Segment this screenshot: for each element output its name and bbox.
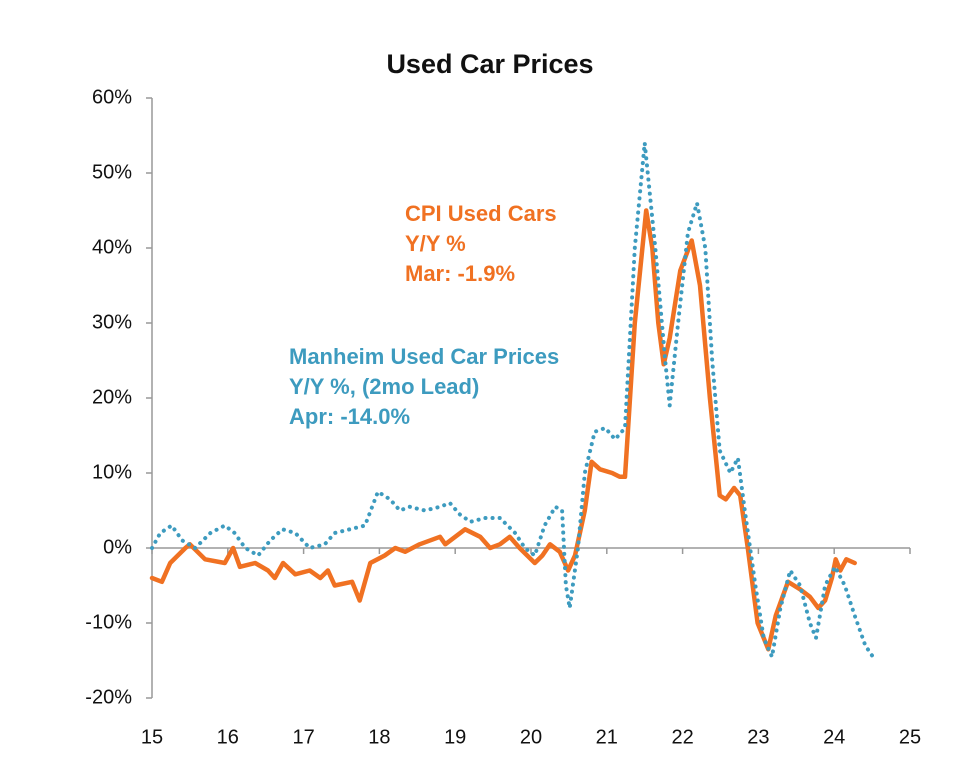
y-tick-label: 10%: [92, 461, 132, 483]
y-tick-label: -10%: [85, 611, 132, 633]
x-tick-label: 17: [292, 726, 314, 748]
y-tick-label: 0%: [103, 536, 132, 558]
annotation: Y/Y %: [405, 231, 466, 256]
x-tick-label: 23: [747, 726, 769, 748]
x-tick-label: 21: [596, 726, 618, 748]
annotation: CPI Used Cars: [405, 201, 557, 226]
y-tick-label: 30%: [92, 311, 132, 333]
x-tick-label: 20: [520, 726, 542, 748]
x-tick-label: 24: [823, 726, 845, 748]
annotation: Apr: -14.0%: [289, 404, 410, 429]
x-tick-label: 16: [217, 726, 239, 748]
x-tick-label: 22: [671, 726, 693, 748]
y-tick-label: 20%: [92, 386, 132, 408]
x-tick-label: 15: [141, 726, 163, 748]
annotation: Mar: -1.9%: [405, 261, 515, 286]
y-tick-label: 40%: [92, 236, 132, 258]
x-tick-label: 18: [368, 726, 390, 748]
series-line: [149, 208, 857, 652]
y-tick-label: 60%: [92, 86, 132, 108]
chart-title: Used Car Prices: [386, 49, 593, 79]
y-tick-label: -20%: [85, 686, 132, 708]
x-tick-label: 19: [444, 726, 466, 748]
annotation: Manheim Used Car Prices: [289, 344, 559, 369]
annotation: Y/Y %, (2mo Lead): [289, 374, 479, 399]
y-tick-label: 50%: [92, 161, 132, 183]
series-line: [150, 141, 875, 659]
x-tick-label: 25: [899, 726, 921, 748]
